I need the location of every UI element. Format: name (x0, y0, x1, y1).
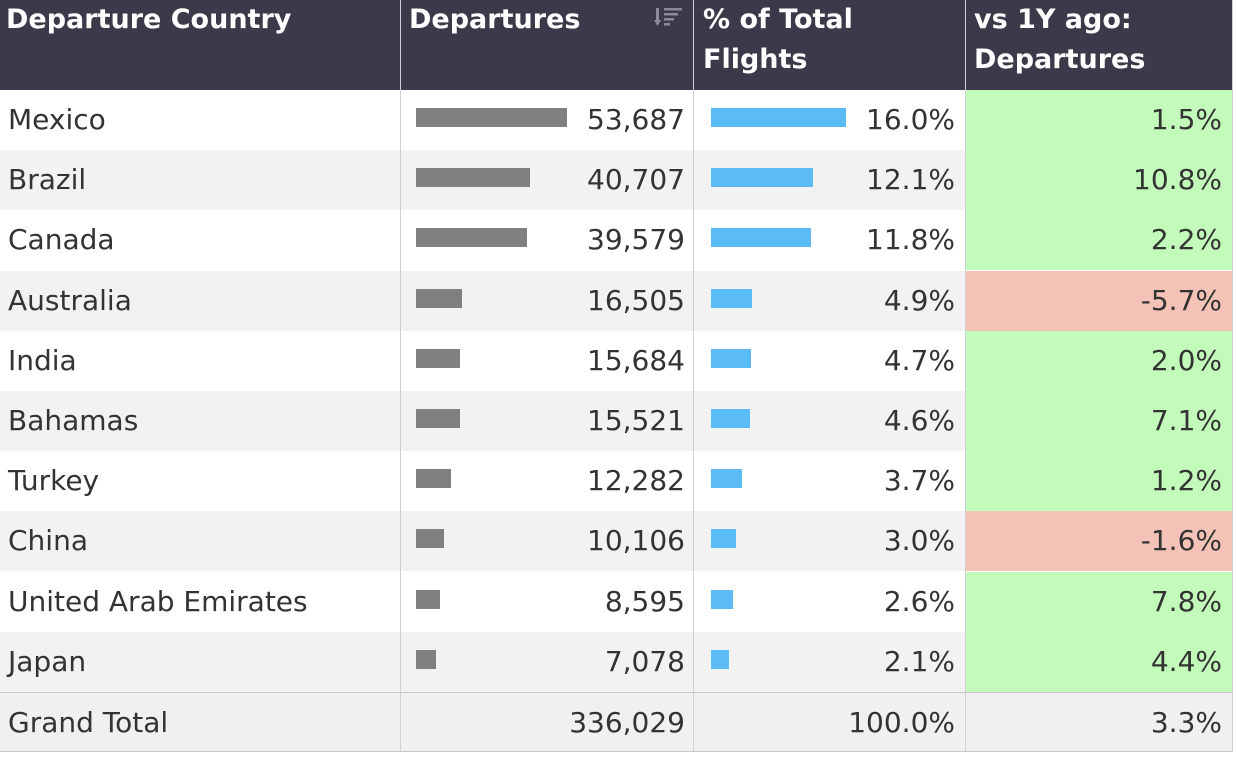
grand-total-departures: 336,029 (569, 706, 685, 739)
departures-bar (416, 469, 451, 489)
header-yoy-line2: Departures (974, 44, 1146, 75)
pct-value: 11.8% (866, 223, 955, 257)
header-vs-1y-ago[interactable]: vs 1Y ago: Departures (968, 0, 1232, 90)
pct-value: 4.7% (883, 343, 955, 377)
grand-total-yoy: 3.3% (1150, 706, 1222, 739)
yoy-value: 7.1% (966, 391, 1232, 451)
country-cell: Canada (8, 223, 115, 257)
pct-bar (711, 108, 846, 127)
column-divider (965, 0, 966, 752)
sort-descending-icon[interactable] (654, 6, 684, 28)
pct-bar (711, 469, 742, 489)
country-cell: Australia (8, 283, 132, 317)
table-row: Japan 7,078 2.1% 4.4% (0, 631, 1232, 692)
country-cell: Bahamas (8, 404, 139, 437)
header-departures-label: Departures (409, 4, 581, 35)
pct-bar (711, 348, 751, 368)
column-divider (1232, 0, 1233, 752)
pct-bar (711, 529, 736, 549)
header-departure-country[interactable]: Departure Country (0, 0, 400, 90)
yoy-value: 10.8% (966, 150, 1232, 211)
header-yoy-line1: vs 1Y ago: (974, 4, 1132, 35)
country-cell: Mexico (8, 103, 106, 136)
header-departure-country-label: Departure Country (6, 4, 292, 35)
table-header: Departure Country Departures % of Total … (0, 0, 1232, 90)
table-row: Canada 39,579 11.8% 2.2% (0, 210, 1232, 271)
country-cell: China (8, 524, 88, 558)
yoy-value: -1.6% (966, 511, 1232, 572)
pct-value: 3.0% (883, 524, 955, 558)
departures-bar (416, 168, 530, 188)
yoy-value: 4.4% (966, 631, 1232, 692)
table-row: Brazil 40,707 12.1% 10.8% (0, 150, 1232, 211)
table-row: United Arab Emirates 8,595 2.6% 7.8% (0, 571, 1232, 632)
departures-bar (416, 529, 444, 549)
pct-value: 2.1% (883, 644, 955, 678)
country-cell: Japan (8, 644, 87, 678)
pct-bar (711, 168, 813, 188)
table-row: Mexico 53,687 16.0% 1.5% (0, 90, 1232, 150)
grand-total-pct: 100.0% (848, 706, 955, 739)
pct-value: 4.9% (883, 283, 955, 317)
country-cell: Brazil (8, 163, 87, 197)
yoy-value: 2.0% (966, 330, 1232, 391)
departures-value: 40,707 (587, 163, 685, 197)
yoy-value: 7.8% (966, 571, 1232, 632)
departures-bar (416, 288, 462, 308)
table-row: India 15,684 4.7% 2.0% (0, 330, 1232, 391)
departures-bar (416, 108, 567, 127)
departures-bar (416, 409, 460, 428)
departures-value: 16,505 (587, 283, 685, 317)
yoy-value: 1.2% (966, 451, 1232, 512)
pct-value: 2.6% (883, 584, 955, 618)
header-pct-line1: % of Total (703, 4, 853, 35)
pct-bar (711, 409, 750, 428)
pct-bar (711, 589, 733, 609)
pct-value: 16.0% (866, 103, 955, 136)
departures-value: 15,684 (587, 343, 685, 377)
departures-value: 12,282 (587, 464, 685, 498)
header-pct-of-total[interactable]: % of Total Flights (697, 0, 965, 90)
yoy-value: -5.7% (966, 270, 1232, 331)
departures-value: 39,579 (587, 223, 685, 257)
departures-value: 15,521 (587, 404, 685, 437)
table-row: China 10,106 3.0% -1.6% (0, 511, 1232, 572)
pct-bar (711, 288, 752, 308)
grand-total-label: Grand Total (8, 706, 169, 739)
table-row: Bahamas 15,521 4.6% 7.1% (0, 391, 1232, 451)
departures-value: 10,106 (587, 524, 685, 558)
table-row: Turkey 12,282 3.7% 1.2% (0, 451, 1232, 512)
country-cell: United Arab Emirates (8, 584, 308, 618)
departures-value: 8,595 (604, 584, 685, 618)
pct-value: 4.6% (883, 404, 955, 437)
header-pct-line2: Flights (703, 44, 808, 75)
pct-value: 3.7% (883, 464, 955, 498)
departures-bar (416, 649, 436, 669)
pct-value: 12.1% (866, 163, 955, 197)
pct-bar (711, 649, 729, 669)
departures-value: 7,078 (604, 644, 685, 678)
column-divider (693, 0, 694, 752)
departures-bar (416, 589, 440, 609)
header-departures[interactable]: Departures (403, 0, 693, 90)
yoy-value: 1.5% (966, 90, 1232, 150)
departures-value: 53,687 (587, 103, 685, 136)
yoy-value: 2.2% (966, 210, 1232, 271)
column-divider (400, 0, 401, 752)
departures-bar (416, 348, 460, 368)
country-cell: Turkey (8, 464, 100, 498)
table-row: Australia 16,505 4.9% -5.7% (0, 270, 1232, 331)
departures-bar (416, 228, 527, 248)
pct-bar (711, 228, 811, 248)
grand-total-row: Grand Total 336,029 100.0% 3.3% (0, 692, 1232, 752)
country-cell: India (8, 343, 77, 377)
